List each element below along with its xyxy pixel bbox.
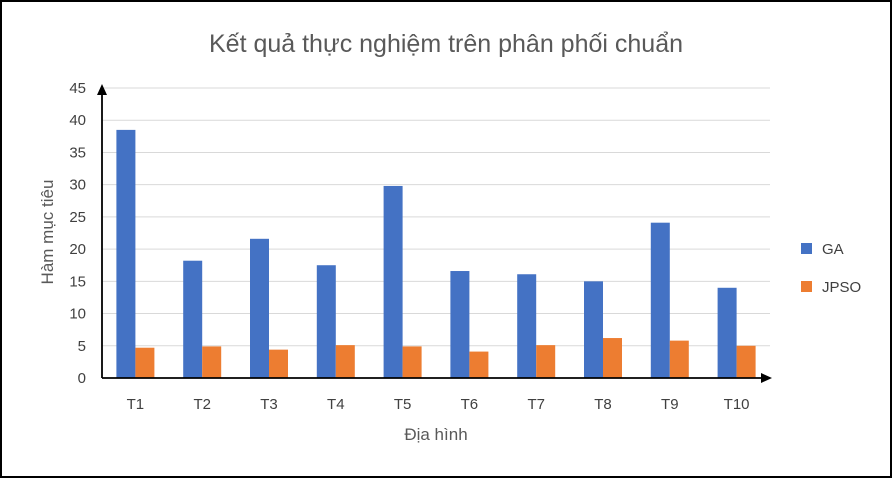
bar-ga-t9 bbox=[650, 222, 670, 378]
x-tick-label: T5 bbox=[394, 396, 412, 413]
x-axis-label: Địa hình bbox=[404, 425, 467, 444]
bar-jpso-t6 bbox=[469, 351, 489, 378]
bar-ga-t3 bbox=[250, 238, 269, 378]
bar-ga-t4 bbox=[316, 265, 336, 378]
x-tick-label: T10 bbox=[724, 396, 750, 413]
y-tick-label: 20 bbox=[69, 241, 86, 258]
x-tick-label: T2 bbox=[193, 396, 211, 413]
y-axis-label: Hàm mục tiêu bbox=[38, 180, 57, 285]
bar-jpso-t9 bbox=[669, 340, 689, 378]
bar-ga-t5 bbox=[383, 185, 403, 378]
x-tick-label: T1 bbox=[127, 396, 145, 413]
bars bbox=[116, 129, 756, 378]
y-tick-label: 45 bbox=[69, 80, 86, 97]
legend-label-ga: GA bbox=[822, 241, 844, 258]
y-tick-label: 25 bbox=[69, 209, 86, 226]
bar-jpso-t4 bbox=[335, 345, 355, 378]
x-tick-label: T4 bbox=[327, 396, 345, 413]
bar-ga-t8 bbox=[584, 281, 603, 378]
x-tick-label: T6 bbox=[461, 396, 479, 413]
y-tick-label: 30 bbox=[69, 177, 86, 194]
bar-jpso-t1 bbox=[135, 347, 155, 378]
x-tick-label: T3 bbox=[260, 396, 278, 413]
bar-jpso-t7 bbox=[536, 345, 556, 378]
y-tick-label: 0 bbox=[78, 370, 86, 387]
y-tick-label: 10 bbox=[69, 306, 86, 323]
bar-jpso-t2 bbox=[202, 346, 222, 378]
y-axis-arrow bbox=[97, 84, 107, 95]
bar-ga-t10 bbox=[717, 287, 737, 378]
bar-jpso-t8 bbox=[603, 338, 622, 378]
bar-ga-t2 bbox=[183, 260, 203, 378]
chart-title: Kết quả thực nghiệm trên phân phối chuẩn bbox=[209, 30, 683, 58]
y-tick-label: 5 bbox=[78, 338, 86, 355]
legend-swatch-ga bbox=[801, 243, 812, 254]
axes bbox=[97, 84, 772, 383]
y-tick-label: 40 bbox=[69, 112, 86, 129]
y-tick-label: 35 bbox=[69, 144, 86, 161]
bar-ga-t6 bbox=[450, 271, 470, 378]
legend-swatch-jpso bbox=[801, 281, 812, 292]
x-tick-label: T9 bbox=[661, 396, 679, 413]
legend: GA JPSO bbox=[801, 241, 861, 296]
legend-label-jpso: JPSO bbox=[822, 279, 861, 296]
y-tick-label: 15 bbox=[69, 273, 86, 290]
x-tick-label: T7 bbox=[527, 396, 545, 413]
bar-ga-t7 bbox=[517, 274, 537, 378]
x-axis-arrow bbox=[761, 373, 772, 383]
bar-jpso-t10 bbox=[736, 345, 756, 378]
bar-jpso-t3 bbox=[269, 349, 288, 378]
y-tick-labels: 0 5 10 15 20 25 30 35 40 45 bbox=[69, 80, 86, 387]
x-tick-labels: T1 T2 T3 T4 T5 T6 T7 T8 T9 T10 bbox=[127, 396, 750, 413]
x-tick-label: T8 bbox=[594, 396, 612, 413]
bar-jpso-t5 bbox=[402, 346, 422, 378]
bar-ga-t1 bbox=[116, 129, 136, 378]
